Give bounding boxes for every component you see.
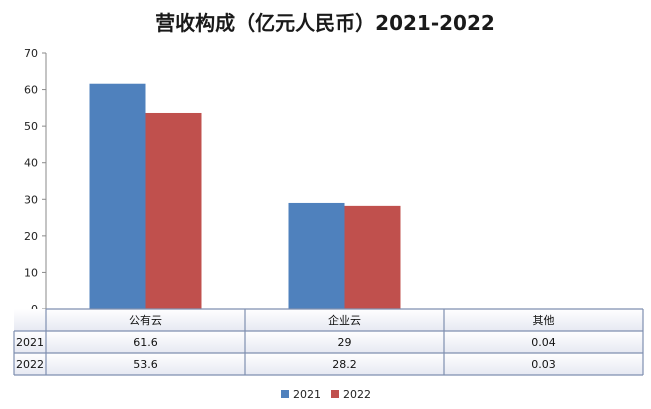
table-row — [14, 353, 643, 375]
legend-label: 2022 — [343, 388, 371, 401]
category-label: 公有云 — [129, 313, 162, 327]
y-tick-label: 20 — [24, 230, 38, 243]
bar-2022-0 — [145, 112, 202, 309]
table-series-name: 2022 — [16, 358, 44, 371]
legend: 2021 2022 — [281, 388, 371, 401]
table-value: 53.6 — [133, 358, 158, 371]
y-tick-label: 40 — [24, 157, 38, 170]
bars — [89, 83, 600, 309]
table-value: 61.6 — [133, 336, 158, 349]
bar-2022-1 — [344, 205, 401, 309]
y-axis: 010203040506070 — [24, 47, 47, 316]
category-label: 企业云 — [328, 313, 361, 327]
legend-swatch — [331, 390, 339, 398]
table-value: 29 — [338, 336, 352, 349]
table-series-name: 2021 — [16, 336, 44, 349]
table-row — [14, 309, 643, 331]
legend-label: 2021 — [293, 388, 321, 401]
legend-swatch — [281, 390, 289, 398]
data-table: 公有云 企业云 其他 2021 61.6 29 0.04 2022 53.6 28.2 0.03 — [13, 308, 644, 376]
y-tick-label: 10 — [24, 266, 38, 279]
table-value: 28.2 — [332, 358, 357, 371]
y-tick-label: 50 — [24, 120, 38, 133]
bar-2021-1 — [288, 202, 345, 309]
y-tick-label: 30 — [24, 193, 38, 206]
table-value: 0.04 — [531, 336, 556, 349]
y-tick-label: 60 — [24, 84, 38, 97]
chart-title: 营收构成（亿元人民币）2021-2022 — [155, 11, 495, 35]
table-row — [14, 331, 643, 353]
category-label: 其他 — [533, 314, 555, 327]
y-tick-label: 70 — [24, 47, 38, 60]
bar-2021-0 — [89, 83, 146, 309]
table-value: 0.03 — [531, 358, 556, 371]
